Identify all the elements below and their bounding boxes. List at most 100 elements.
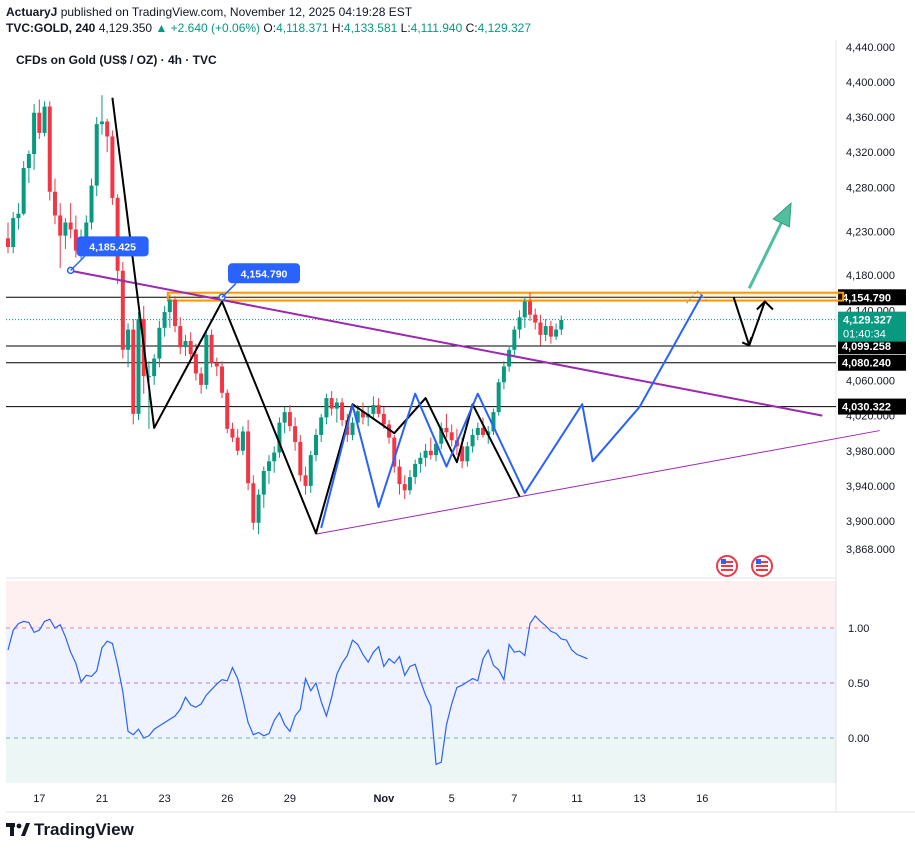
candle-body bbox=[63, 222, 68, 236]
level-price-label: 4,030.322 bbox=[842, 402, 891, 414]
candle-body bbox=[293, 426, 298, 442]
candle-body bbox=[178, 326, 183, 348]
candle-body bbox=[507, 349, 512, 367]
publish-info: ActuaryJ published on TradingView.com, N… bbox=[6, 5, 412, 19]
candle-body bbox=[16, 213, 21, 219]
close-value: 4,129.327 bbox=[477, 21, 531, 35]
flag-stripe bbox=[721, 569, 733, 571]
candle-body bbox=[340, 402, 345, 421]
candle-body bbox=[423, 450, 428, 458]
oscillator-line[interactable] bbox=[7, 614, 588, 766]
candle-body bbox=[120, 270, 125, 350]
candle-body bbox=[533, 314, 538, 323]
candle-body bbox=[428, 450, 433, 456]
candle-body bbox=[413, 463, 418, 478]
candle-body bbox=[313, 434, 318, 456]
y-tick-label: 4,280.000 bbox=[846, 182, 895, 194]
candle-body bbox=[99, 121, 104, 125]
candle-body bbox=[465, 446, 470, 462]
purple-trendline[interactable] bbox=[70, 269, 823, 417]
y-tick-label: 3,940.000 bbox=[846, 481, 895, 493]
candle-body bbox=[543, 326, 548, 335]
price-change: ▲ +2.640 (+0.06%) bbox=[155, 21, 261, 35]
candle-body bbox=[470, 434, 475, 447]
x-tick-label: 13 bbox=[633, 793, 645, 805]
high-label: H: bbox=[331, 21, 344, 35]
candle-body bbox=[517, 317, 522, 330]
last-price: 4,129.350 bbox=[98, 21, 153, 35]
support-trendline[interactable] bbox=[315, 430, 880, 535]
candle-body bbox=[496, 382, 501, 413]
candle-body bbox=[303, 475, 308, 486]
candle-body bbox=[37, 112, 42, 133]
blue-zigzag-pattern[interactable] bbox=[320, 293, 704, 529]
price-callout-label: 4,185.425 bbox=[89, 241, 136, 253]
candle-body bbox=[204, 334, 209, 385]
candle-body bbox=[444, 427, 449, 433]
black-zigzag-pattern[interactable] bbox=[111, 97, 521, 535]
author-name: ActuaryJ bbox=[6, 5, 58, 19]
candle-body bbox=[512, 329, 517, 350]
x-tick-label: 16 bbox=[696, 793, 708, 805]
candle-body bbox=[42, 106, 47, 133]
candle-body bbox=[334, 402, 339, 409]
tradingview-logo-icon bbox=[6, 823, 30, 836]
candle-body bbox=[220, 366, 225, 393]
candle-body bbox=[350, 422, 355, 435]
candle-body bbox=[6, 238, 10, 248]
candle-body bbox=[261, 470, 266, 495]
projection-path[interactable] bbox=[732, 296, 766, 347]
candle-body bbox=[209, 334, 214, 363]
candle-body bbox=[240, 431, 245, 451]
candle-body bbox=[287, 412, 292, 427]
candle-body bbox=[89, 185, 94, 223]
oversold-zone bbox=[6, 738, 836, 783]
price-callout[interactable] bbox=[228, 263, 301, 284]
candle-body bbox=[131, 329, 136, 414]
candle-body bbox=[319, 417, 324, 435]
candle-body bbox=[277, 422, 282, 453]
candle-body bbox=[272, 452, 277, 462]
candle-body bbox=[26, 153, 31, 169]
x-tick-label: 7 bbox=[511, 793, 517, 805]
flag-stripe bbox=[756, 565, 768, 567]
y-tick-label: 4,360.000 bbox=[846, 112, 895, 124]
flag-stripe bbox=[721, 565, 733, 567]
candle-body bbox=[73, 229, 78, 251]
candle-body bbox=[230, 428, 235, 438]
x-tick-label: Nov bbox=[373, 793, 395, 805]
level-price-label: 4,154.790 bbox=[842, 292, 891, 304]
candle-body bbox=[418, 457, 423, 464]
resistance-zone[interactable] bbox=[166, 291, 845, 302]
candle-body bbox=[146, 376, 151, 378]
candle-body bbox=[324, 398, 329, 418]
candle-body bbox=[387, 424, 392, 438]
candle-body bbox=[554, 329, 559, 337]
current-price-tag bbox=[838, 311, 906, 342]
oscillator-tick-label: 0.00 bbox=[848, 733, 869, 745]
level-price-tag bbox=[838, 398, 906, 415]
callout-pointer bbox=[221, 282, 237, 298]
candle-body bbox=[256, 494, 261, 523]
candle-body bbox=[11, 218, 16, 248]
symbol-info: TVC:GOLD, 240 4,129.350 ▲ +2.640 (+0.06%… bbox=[6, 21, 531, 35]
flag-stripe bbox=[756, 569, 768, 571]
candle-body bbox=[501, 366, 506, 383]
level-price-label: 4,080.240 bbox=[842, 358, 891, 370]
candle-body bbox=[460, 446, 465, 462]
bar-countdown-label: 01:40:34 bbox=[843, 329, 886, 341]
callout-pointer bbox=[70, 255, 86, 271]
publish-text: published on TradingView.com, November 1… bbox=[60, 5, 413, 19]
projection-arrowhead bbox=[741, 337, 753, 347]
low-value: 4,111.940 bbox=[410, 21, 463, 35]
flag-canton bbox=[756, 559, 761, 564]
candle-body bbox=[47, 106, 52, 192]
price-callout[interactable] bbox=[76, 236, 149, 257]
candle-body bbox=[538, 322, 543, 335]
y-tick-label: 4,230.000 bbox=[846, 226, 895, 238]
bullish-target-arrow[interactable] bbox=[747, 222, 783, 289]
y-tick-label: 4,440.000 bbox=[846, 42, 895, 54]
candle-body bbox=[193, 354, 198, 374]
footer-brand: TradingView bbox=[6, 820, 134, 840]
